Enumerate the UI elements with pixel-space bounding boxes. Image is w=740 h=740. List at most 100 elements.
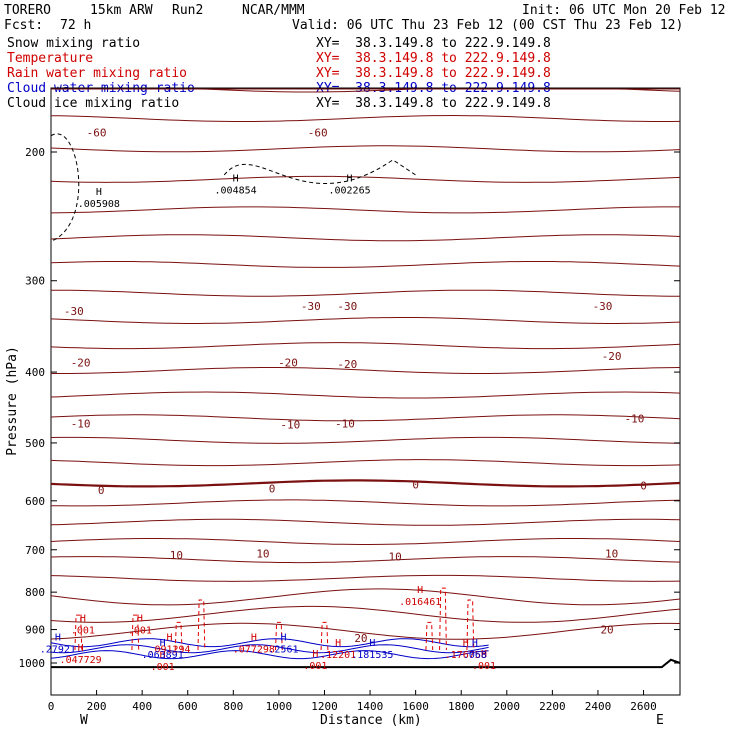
isotherm-line: [50, 518, 681, 526]
isotherm-line: [50, 574, 681, 582]
isotherm-line: [50, 588, 681, 606]
y-tick-label: 500: [25, 437, 45, 450]
y-tick-label: 900: [25, 624, 45, 637]
high-marker: H: [78, 643, 84, 654]
isotherm-label: 10: [170, 549, 183, 562]
rain-contour: [74, 614, 83, 651]
x-axis-label: Distance (km): [320, 713, 422, 728]
maximum-label: .002265: [328, 185, 370, 196]
x-tick-label: 1000: [266, 700, 293, 713]
x-tick-label: 2400: [585, 700, 612, 713]
isotherm-line: [50, 145, 681, 153]
fcst-label: Fcst:: [4, 18, 44, 33]
isotherm-line: [50, 234, 681, 242]
y-tick-label: 300: [25, 275, 45, 288]
isotherm-label: -30: [337, 300, 357, 313]
high-marker: H: [347, 173, 353, 184]
isotherm-label: -60: [87, 126, 107, 139]
maximum-label: .001: [303, 661, 327, 672]
east-label: E: [656, 713, 664, 728]
isotherm-line: [50, 317, 681, 324]
high-marker: H: [160, 650, 166, 661]
model-label: TORERO: [4, 3, 51, 18]
y-tick-label: 700: [25, 544, 45, 557]
cloudwater-contour: [50, 638, 489, 648]
isotherm-label: -20: [278, 356, 298, 369]
high-marker: H: [80, 614, 86, 625]
high-marker: H: [55, 632, 61, 643]
rain-contour: [320, 621, 329, 651]
rain-contour: [197, 599, 206, 651]
high-marker: H: [233, 173, 239, 184]
x-tick-label: 0: [48, 700, 55, 713]
high-marker: H: [251, 632, 257, 643]
x-tick-label: 1200: [311, 700, 338, 713]
x-tick-label: 2600: [630, 700, 657, 713]
x-tick-label: 600: [178, 700, 198, 713]
maximum-label: .063891: [142, 650, 184, 661]
isotherm-label: 0: [640, 480, 647, 493]
org-label: NCAR/MMM: [242, 3, 305, 18]
isotherm-label: -60: [308, 126, 328, 139]
x-tick-label: 400: [132, 700, 152, 713]
y-tick-label: 1000: [19, 657, 46, 670]
y-tick-label: 200: [25, 146, 45, 159]
maximum-label: .001: [151, 662, 175, 673]
field-xy-cloudice: XY= 38.3.149.8 to 222.9.149.8: [316, 96, 551, 111]
high-marker: H: [160, 638, 166, 649]
isotherm-label: -20: [71, 356, 91, 369]
isotherm-label: 10: [256, 547, 269, 560]
maximum-label: .004854: [215, 185, 257, 196]
isotherm-line: [51, 367, 681, 374]
x-tick-label: 800: [223, 700, 243, 713]
maximum-label: .047729: [60, 655, 102, 666]
isotherm-line: [51, 289, 680, 297]
isotherm-line: [50, 479, 681, 488]
rain-contour: [425, 621, 434, 651]
maximum-label: .12201: [320, 650, 356, 661]
x-tick-label: 1400: [357, 700, 384, 713]
high-marker: H: [280, 632, 286, 643]
isotherm-label: -20: [602, 350, 622, 363]
isotherm-label: 0: [269, 482, 276, 495]
isotherm-label: -20: [337, 358, 357, 371]
maximum-label: .077298: [233, 644, 275, 655]
isotherm-line: [51, 88, 681, 93]
maximum-label: .2561: [268, 644, 298, 655]
high-marker: H: [369, 638, 375, 649]
cloudwater-contour: [50, 650, 489, 660]
isotherm-label: -30: [593, 300, 613, 313]
isotherm-label: -10: [71, 417, 91, 430]
isotherm-label: 20: [354, 632, 367, 645]
isotherm-line: [50, 342, 681, 350]
field-xy-temperature: XY= 38.3.149.8 to 222.9.149.8: [316, 51, 551, 66]
maximum-label: .27921: [40, 644, 76, 655]
isotherm-label: 10: [389, 550, 402, 563]
isotherm-line: [50, 622, 681, 640]
cloudwater-contour: [50, 644, 489, 654]
field-name-temperature: Temperature: [7, 51, 94, 66]
isotherm-line: [50, 261, 681, 268]
valid-label: Valid: 06 UTC Thu 23 Feb 12 (00 CST Thu …: [292, 18, 684, 33]
maximum-label: .016461: [399, 597, 441, 608]
isotherm-line: [50, 206, 680, 214]
isotherm-line: [50, 414, 681, 422]
maximum-label: .091294: [148, 644, 190, 655]
maximum-label: .176758: [445, 650, 487, 661]
rain-contour: [274, 621, 283, 651]
y-tick-label: 600: [25, 495, 45, 508]
high-marker: H: [166, 632, 172, 643]
high-marker: H: [335, 638, 341, 649]
maximum-label: .181535: [351, 650, 393, 661]
high-marker: H: [463, 638, 469, 649]
isotherm-label: 0: [412, 479, 419, 492]
init-label: Init: 06 UTC Mon 20 Feb 12: [522, 3, 726, 18]
x-tick-label: 200: [87, 700, 107, 713]
x-tick-label: 1800: [448, 700, 475, 713]
fcst-value: 72 h: [60, 18, 92, 33]
isotherm-line: [50, 175, 681, 183]
x-tick-label: 1600: [402, 700, 429, 713]
isotherm-label: 10: [605, 547, 618, 560]
high-marker: H: [481, 649, 487, 660]
x-tick-label: 2200: [539, 700, 566, 713]
